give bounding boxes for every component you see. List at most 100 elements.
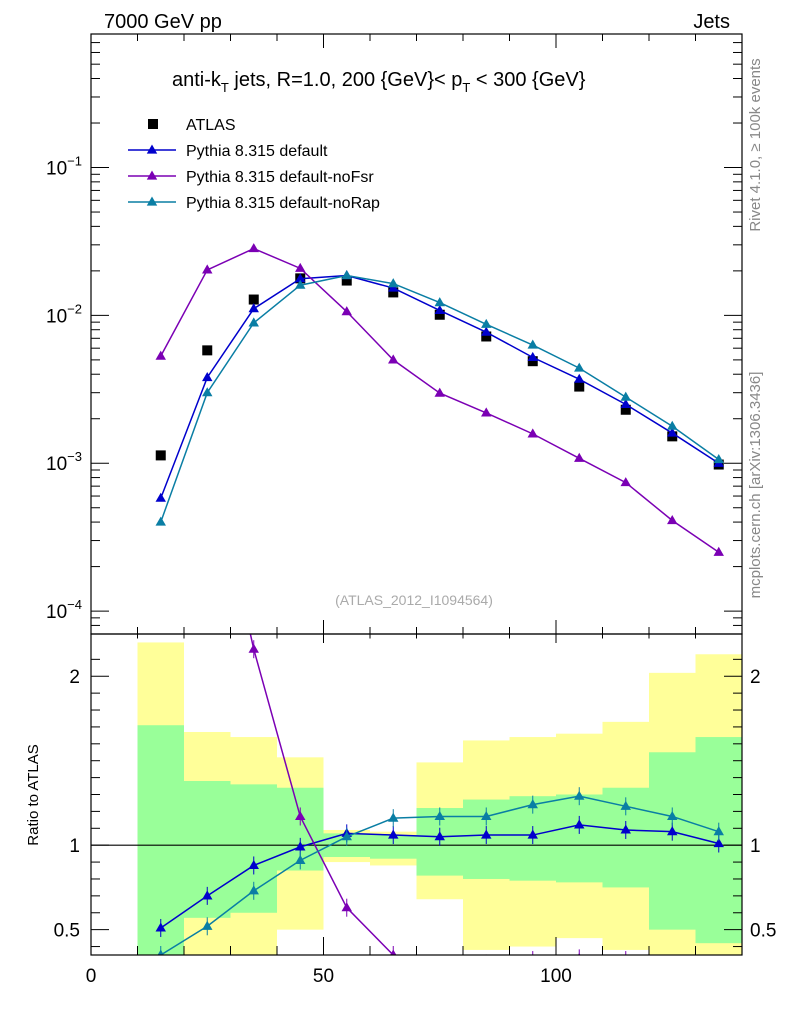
y-tick-mantissa: 10 <box>46 454 67 475</box>
ratio-series-pythia-8-315-default <box>155 815 724 937</box>
data-point <box>527 356 538 367</box>
data-point <box>202 264 213 274</box>
ratio-series <box>155 634 724 967</box>
ratio-point <box>155 922 166 932</box>
data-point <box>202 387 213 397</box>
main-panel: 10−110−210−310−4 (ATLAS_2012_I1094564) A… <box>46 33 743 635</box>
legend-label: Pythia 8.315 default-noFsr <box>186 169 374 186</box>
ratio-y-axis-label: Ratio to ATLAS <box>25 744 42 845</box>
legend-marker <box>146 196 158 206</box>
data-point <box>713 453 724 464</box>
data-point <box>202 372 213 382</box>
ratio-point <box>341 902 352 912</box>
data-point <box>620 404 631 415</box>
header-energy: 7000 GeV pp <box>104 11 222 33</box>
ratio-frame <box>90 633 743 956</box>
data-point <box>388 354 399 364</box>
ratio-point <box>341 831 352 841</box>
ratio-point <box>434 831 445 841</box>
series-line <box>160 247 720 553</box>
data-point <box>202 345 213 356</box>
data-point <box>527 339 538 349</box>
data-point <box>667 420 678 430</box>
ratio-point <box>527 799 538 809</box>
y-tick-label: 10−1 <box>46 154 82 180</box>
legend: ATLAS Pythia 8.315 default Pythia 8.315 de… <box>128 117 380 212</box>
ratio-point <box>295 841 306 851</box>
y-tick-mantissa: 10 <box>46 159 67 180</box>
data-point <box>248 317 259 327</box>
ratio-point <box>481 810 492 821</box>
y-tick-exponent: −4 <box>67 597 82 612</box>
series-pythia-8-315-default-norap <box>155 270 724 526</box>
x-tick-label: 0 <box>86 966 97 987</box>
ratio-point <box>574 790 585 800</box>
data-point <box>667 427 678 437</box>
mcplots-label: mcplots.cern.ch [arXiv:1306.3436] <box>747 372 764 599</box>
data-point <box>295 262 306 272</box>
legend-label: ATLAS <box>186 117 236 134</box>
rivet-version-label: Rivet 4.1.0, ≥ 100k events <box>747 58 764 231</box>
ratio-point <box>574 819 585 829</box>
ratio-point <box>248 643 259 653</box>
data-point <box>248 303 259 313</box>
y-tick-label: 10−2 <box>46 301 82 327</box>
data-point <box>574 362 585 372</box>
x-tick-label: 50 <box>313 966 334 987</box>
ratio-point <box>390 949 397 955</box>
ratio-point <box>532 954 533 955</box>
ratio-y-tick-label-right: 0.5 <box>750 921 776 942</box>
data-point <box>388 278 399 288</box>
ratio-point <box>481 829 492 839</box>
data-point <box>434 304 445 315</box>
data-point <box>713 546 724 556</box>
data-point <box>248 243 259 253</box>
ratio-point <box>202 890 213 900</box>
legend-label: Pythia 8.315 default-noRap <box>186 195 380 212</box>
y-tick-label: 10−4 <box>46 597 82 623</box>
legend-marker <box>146 170 158 180</box>
series-pythia-8-315-default-nofsr <box>155 243 724 556</box>
ratio-point <box>620 800 631 810</box>
data-point <box>155 516 166 526</box>
band-inner <box>649 752 696 930</box>
ratio-point <box>202 920 213 930</box>
data-point <box>155 492 166 502</box>
ratio-point <box>667 810 678 821</box>
data-point <box>481 326 492 336</box>
y-tick-exponent: −3 <box>67 449 82 464</box>
data-point <box>481 318 492 328</box>
ratio-y-tick-label-right: 2 <box>750 667 761 688</box>
y-tick-mantissa: 10 <box>46 602 67 623</box>
data-point <box>481 331 492 342</box>
data-point <box>527 351 538 361</box>
data-point <box>620 398 631 408</box>
ratio-point <box>578 952 581 955</box>
ratio-ticks <box>90 634 743 955</box>
ratio-point <box>481 958 491 967</box>
data-point <box>434 387 445 397</box>
ratio-y-tick-label: 2 <box>69 667 80 688</box>
data-point <box>155 450 166 461</box>
data-point <box>527 428 538 438</box>
data-point <box>295 279 306 289</box>
main-title: anti-kT jets, R=1.0, 200 {GeV}< pT < 300… <box>172 69 586 95</box>
data-point <box>434 309 445 320</box>
ratio-point <box>713 826 724 836</box>
data-point <box>574 373 585 383</box>
y-tick-label: 10−3 <box>46 449 82 475</box>
band-inner <box>556 794 603 883</box>
x-tick-label: 100 <box>540 966 572 987</box>
band-inner <box>370 835 417 859</box>
data-point <box>434 297 445 307</box>
ratio-point <box>388 812 399 822</box>
legend-marker <box>148 119 158 129</box>
data-point <box>155 350 166 360</box>
data-point <box>341 306 352 316</box>
data-point <box>574 381 585 392</box>
analysis-watermark: (ATLAS_2012_I1094564) <box>335 592 493 608</box>
ratio-point <box>527 829 538 839</box>
ratio-point <box>620 824 631 834</box>
legend-label: Pythia 8.315 default <box>186 143 328 160</box>
data-point <box>574 452 585 462</box>
